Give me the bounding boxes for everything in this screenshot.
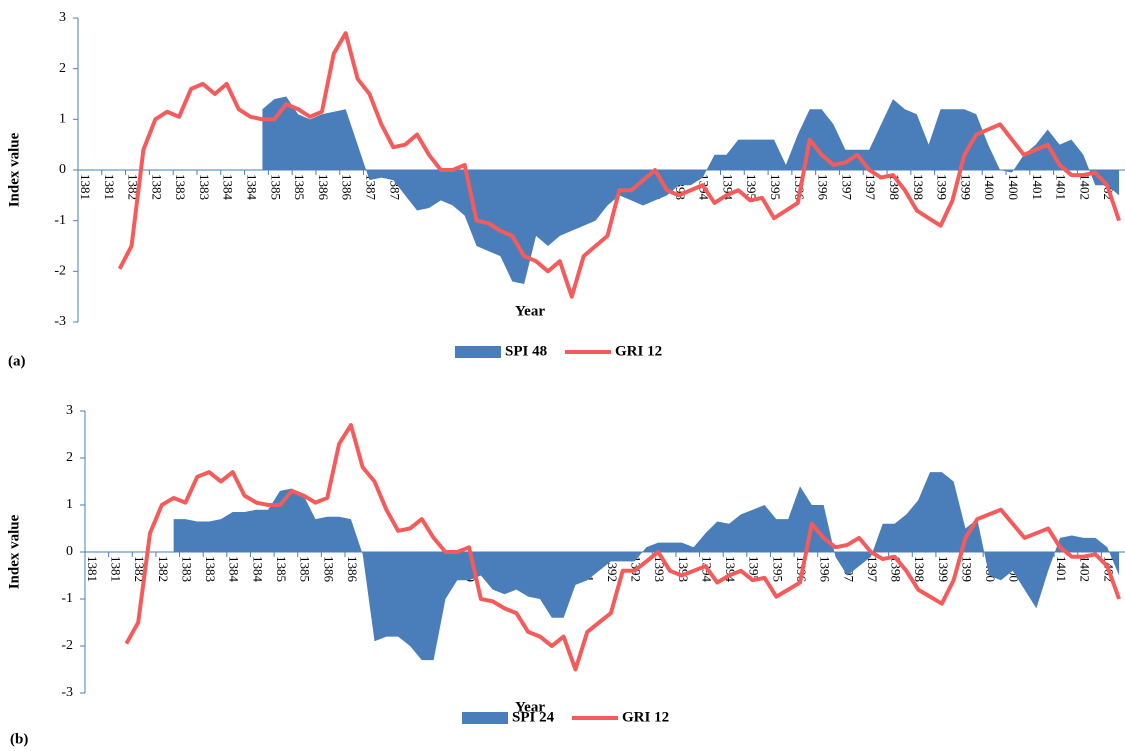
x-axis-title: Year bbox=[515, 303, 545, 319]
x-tick-label: 1400 bbox=[1006, 174, 1021, 200]
x-axis-title: Year bbox=[515, 699, 545, 715]
x-tick-label: 1387 bbox=[364, 174, 379, 201]
x-tick-label: 1401 bbox=[1030, 174, 1045, 200]
x-tick-label: 1398 bbox=[911, 174, 926, 200]
x-tick-label: 1385 bbox=[298, 556, 313, 582]
x-tick-label: 1384 bbox=[250, 556, 265, 583]
x-tick-label: 1393 bbox=[676, 556, 691, 582]
x-tick-label: 1381 bbox=[109, 556, 124, 582]
x-tick-label: 1381 bbox=[85, 556, 100, 582]
legend-label: SPI 48 bbox=[505, 343, 547, 359]
x-tick-label: 1384 bbox=[221, 174, 236, 201]
x-tick-label: 1386 bbox=[340, 174, 355, 201]
legend-label: SPI 24 bbox=[512, 709, 555, 725]
y-tick-label: 3 bbox=[66, 403, 73, 418]
x-tick-label: 1401 bbox=[1054, 556, 1069, 582]
legend-label: GRI 12 bbox=[622, 709, 669, 725]
panel-label: (a) bbox=[8, 353, 26, 369]
x-tick-label: 1383 bbox=[203, 556, 218, 582]
area bbox=[262, 96, 1120, 285]
line bbox=[117, 31, 1121, 299]
x-tick-label: 1396 bbox=[818, 556, 833, 583]
x-tick-label: 1399 bbox=[936, 556, 951, 582]
x-tick-label: 1385 bbox=[268, 174, 283, 200]
x-tick-label: 1397 bbox=[863, 174, 878, 201]
x-tick-label: 1386 bbox=[321, 556, 336, 583]
x-tick-label: 1398 bbox=[912, 556, 927, 582]
x-tick-label: 1386 bbox=[345, 556, 360, 583]
x-tick-label: 1384 bbox=[227, 556, 242, 583]
x-tick-label: 1401 bbox=[1054, 174, 1069, 200]
y-tick-label: 1 bbox=[59, 112, 66, 127]
y-tick-label: -1 bbox=[61, 591, 73, 606]
x-tick-label: 1383 bbox=[173, 174, 188, 200]
x-tick-label: 1381 bbox=[78, 174, 93, 200]
x-tick-label: 1385 bbox=[292, 174, 307, 200]
x-tick-label: 1399 bbox=[958, 174, 973, 200]
x-tick-label: 1399 bbox=[959, 556, 974, 582]
legend-swatch bbox=[455, 346, 501, 358]
y-tick-label: 3 bbox=[59, 10, 66, 25]
x-tick-label: 1399 bbox=[935, 174, 950, 200]
x-tick-label: 1397 bbox=[865, 556, 880, 583]
x-tick-label: 1385 bbox=[274, 556, 289, 582]
x-tick-label: 1383 bbox=[197, 174, 212, 200]
x-tick-label: 1395 bbox=[744, 174, 759, 200]
x-tick-label: 1395 bbox=[768, 174, 783, 200]
y-tick-label: -3 bbox=[54, 314, 66, 329]
x-tick-label: 1396 bbox=[816, 174, 831, 201]
x-tick-label: 1402 bbox=[1078, 556, 1093, 582]
y-tick-label: 2 bbox=[66, 450, 73, 465]
y-tick-label: 2 bbox=[59, 61, 66, 76]
x-tick-label: 1402 bbox=[1077, 174, 1092, 200]
x-tick-label: 1395 bbox=[770, 556, 785, 582]
y-tick-label: -2 bbox=[61, 638, 73, 653]
x-tick-label: 1382 bbox=[156, 556, 171, 582]
x-tick-label: 1382 bbox=[149, 174, 164, 200]
panel-label: (b) bbox=[10, 731, 28, 747]
legend-label: GRI 12 bbox=[615, 343, 662, 359]
y-tick-label: 0 bbox=[59, 162, 66, 177]
line bbox=[124, 423, 1121, 672]
x-tick-label: 1381 bbox=[102, 174, 117, 200]
x-tick-label: 1400 bbox=[982, 174, 997, 200]
y-tick-label: -2 bbox=[54, 264, 66, 279]
y-axis-title: Index value bbox=[6, 132, 22, 207]
x-tick-label: 1397 bbox=[839, 174, 854, 201]
y-tick-label: -1 bbox=[54, 213, 66, 228]
y-tick-label: -3 bbox=[61, 685, 73, 700]
area bbox=[173, 472, 1120, 661]
x-tick-label: 1383 bbox=[179, 556, 194, 582]
legend-swatch bbox=[462, 712, 508, 724]
x-tick-label: 1384 bbox=[245, 174, 260, 200]
x-tick-label: 1395 bbox=[747, 556, 762, 582]
x-tick-label: 1386 bbox=[316, 174, 331, 201]
y-axis-title: Index value bbox=[6, 514, 22, 589]
y-tick-label: 1 bbox=[66, 497, 73, 512]
y-tick-label: 0 bbox=[66, 544, 73, 559]
